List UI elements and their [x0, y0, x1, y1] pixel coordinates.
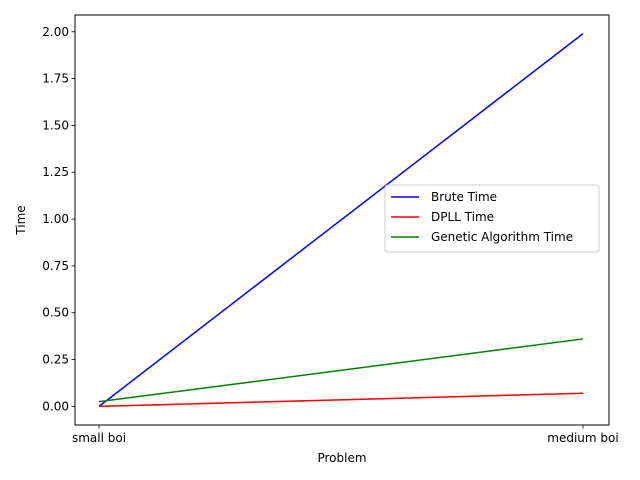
legend-label-0: Brute Time: [431, 190, 497, 204]
legend-box: [384, 184, 600, 253]
y-tick-label: 1.75: [42, 72, 69, 86]
x-axis: small boi medium boi: [72, 425, 619, 445]
y-tick-label: 2.00: [42, 25, 69, 39]
x-tick-label: medium boi: [547, 431, 618, 445]
y-tick-label: 1.00: [42, 212, 69, 226]
y-tick-label: 0.50: [42, 306, 69, 320]
series-line-0: [98, 33, 584, 407]
legend: Brute Time DPLL Time Genetic Algorithm Tim…: [384, 184, 600, 253]
series-layer: [98, 33, 584, 408]
y-tick-label: 0.25: [42, 353, 69, 367]
series-line-2: [98, 338, 584, 403]
y-tick-label: 0.75: [42, 259, 69, 273]
x-tick-label: small boi: [72, 431, 126, 445]
legend-label-2: Genetic Algorithm Time: [431, 230, 573, 244]
series-line-1: [98, 392, 584, 408]
y-tick-label: 1.25: [42, 165, 69, 179]
x-axis-label: Problem: [317, 451, 366, 465]
y-axis: 0.00 0.25 0.50 0.75 1.00 1.25 1.50 1.75 2.00: [42, 25, 75, 413]
y-tick-label: 1.50: [42, 118, 69, 132]
y-axis-label: Time: [14, 205, 28, 235]
legend-label-1: DPLL Time: [431, 210, 494, 224]
plot-frame: [74, 14, 610, 426]
y-tick-label: 0.00: [42, 399, 69, 413]
